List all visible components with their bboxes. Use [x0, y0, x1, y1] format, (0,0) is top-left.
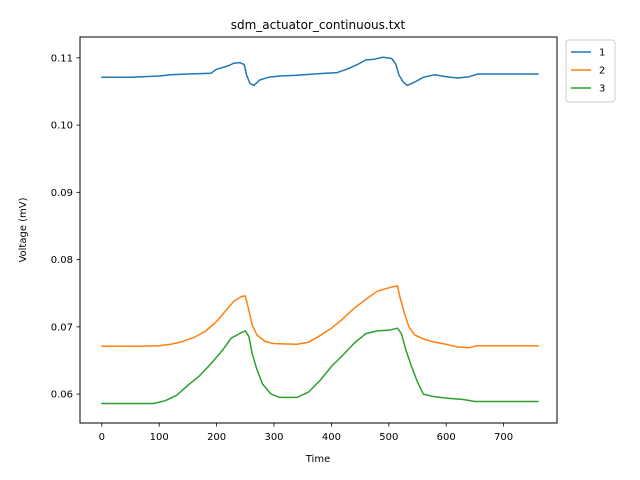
x-tick-label: 0: [99, 432, 105, 443]
y-axis: 0.06 0.07 0.08 0.09 0.10 0.11: [51, 53, 80, 401]
plot-area: [101, 56, 539, 405]
y-axis-label: Voltage (mV): [18, 197, 29, 262]
legend-label-1: 1: [599, 48, 605, 59]
x-axis: 0 100 200 300 400 500 600 700: [99, 423, 513, 443]
series-line-2: [101, 285, 539, 349]
y-tick-label: 0.08: [51, 255, 73, 266]
legend-label-3: 3: [599, 84, 605, 95]
legend: 1 2 3: [565, 39, 616, 103]
y-tick-label: 0.09: [51, 188, 73, 199]
y-tick-label: 0.10: [51, 121, 73, 132]
x-tick-label: 700: [494, 432, 513, 443]
x-tick-label: 100: [150, 432, 169, 443]
plot-frame: [79, 36, 558, 424]
y-tick-label: 0.11: [51, 53, 73, 64]
y-tick-label: 0.07: [51, 322, 73, 333]
y-tick-label: 0.06: [51, 390, 73, 401]
legend-label-2: 2: [599, 66, 605, 77]
chart-title: sdm_actuator_continuous.txt: [231, 18, 406, 32]
legend-box: [565, 39, 616, 103]
x-tick-label: 400: [322, 432, 341, 443]
x-axis-label: Time: [305, 454, 330, 465]
x-tick-label: 500: [379, 432, 398, 443]
x-tick-label: 200: [207, 432, 226, 443]
x-tick-label: 300: [264, 432, 283, 443]
series-line-3: [101, 327, 539, 405]
x-tick-label: 600: [437, 432, 456, 443]
series-line-1: [101, 56, 539, 87]
